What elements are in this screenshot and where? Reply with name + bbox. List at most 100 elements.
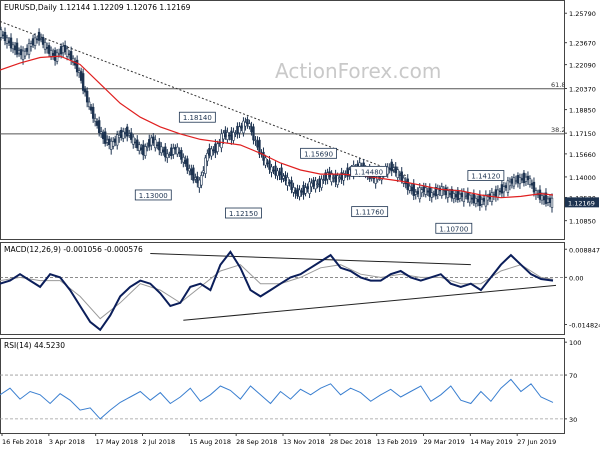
price-tick-label: 1.10850	[569, 218, 596, 226]
candle-body	[522, 172, 526, 184]
candle-body	[292, 187, 295, 193]
candle-body	[39, 38, 43, 40]
candle-body	[388, 167, 391, 170]
candle-body	[550, 197, 554, 208]
candle-body	[162, 149, 165, 153]
rsi-panel-frame	[0, 338, 565, 434]
candle-body	[504, 185, 508, 189]
candle-body	[192, 167, 195, 181]
candle-body	[262, 151, 265, 161]
candle-body	[432, 193, 435, 195]
candle-body	[306, 186, 309, 190]
date-tick-label: 28 Sep 2018	[236, 438, 277, 446]
candle-body	[336, 175, 339, 185]
price-annotation-label: 1.12150	[229, 210, 258, 218]
candle-body	[1, 34, 5, 36]
candle-body	[232, 132, 235, 141]
candle-body	[312, 179, 315, 187]
candle-body	[264, 157, 267, 166]
candle-body	[176, 146, 179, 155]
candle-body	[390, 161, 393, 172]
candle-body	[120, 129, 123, 138]
candle-body	[154, 139, 157, 149]
candle-body	[548, 197, 552, 204]
candle-body	[298, 189, 301, 197]
candle-body	[222, 132, 225, 140]
rsi-tick-label: 100	[569, 339, 581, 347]
candle-body	[458, 193, 462, 199]
candle-body	[188, 168, 191, 172]
candle-body	[170, 147, 173, 156]
candle-body	[498, 190, 502, 193]
candle-body	[210, 148, 213, 157]
candle-body	[244, 122, 247, 127]
candle-body	[436, 189, 439, 195]
price-annotation-label: 1.13000	[139, 192, 168, 200]
candle-body	[116, 134, 119, 146]
candle-body	[502, 186, 506, 193]
candle-body	[466, 191, 470, 200]
candle-body	[288, 182, 291, 184]
candle-body	[286, 177, 289, 186]
candle-body	[37, 31, 41, 41]
candle-body	[492, 194, 496, 196]
candle-body	[77, 70, 81, 74]
candle-body	[23, 50, 27, 57]
candle-body	[105, 139, 109, 143]
date-tick-label: 3 Apr 2018	[49, 438, 85, 446]
macd-trendline	[150, 253, 471, 266]
candle-body	[99, 131, 103, 134]
candle-body	[81, 73, 85, 91]
candle-body	[424, 187, 427, 195]
candle-body	[180, 149, 183, 160]
candle-body	[418, 187, 421, 200]
candle-body	[246, 119, 249, 124]
candle-body	[5, 37, 9, 44]
candle-body	[266, 162, 269, 164]
candle-body	[126, 126, 129, 137]
candle-body	[190, 169, 193, 176]
candle-body	[218, 142, 221, 144]
macd-header: MACD(12,26,9) -0.001056 -0.000576	[4, 245, 143, 254]
candle-body	[520, 178, 524, 181]
candle-body	[124, 132, 127, 135]
date-tick-label: 2 Jul 2018	[143, 438, 176, 446]
candle-body	[398, 174, 401, 176]
candle-body	[394, 166, 397, 174]
price-tick-label: 1.15660	[569, 151, 596, 159]
fib-level-label: 61.8	[551, 81, 565, 89]
candle-body	[134, 141, 137, 144]
candle-body	[412, 183, 415, 196]
candle-body	[514, 180, 518, 182]
candle-body	[164, 146, 167, 158]
candle-body	[524, 176, 528, 182]
candle-body	[460, 192, 464, 198]
candle-body	[538, 189, 542, 200]
candle-body	[234, 132, 237, 135]
candle-body	[200, 175, 203, 186]
candle-body	[156, 144, 159, 146]
candle-body	[484, 194, 488, 207]
candle-body	[11, 44, 15, 50]
candle-body	[532, 181, 536, 193]
candle-body	[338, 177, 341, 179]
candle-body	[186, 158, 189, 171]
candle-body	[494, 189, 498, 197]
candle-body	[174, 147, 177, 150]
candle-body	[270, 166, 273, 173]
candle-body	[25, 47, 29, 52]
candle-body	[490, 192, 494, 202]
candle-body	[464, 194, 468, 197]
candle-body	[49, 50, 53, 57]
macd-tick-label: -0.014824	[569, 321, 600, 329]
candle-body	[254, 139, 257, 142]
candle-body	[430, 192, 433, 198]
candle-body	[322, 179, 325, 181]
candle-body	[89, 106, 93, 111]
price-annotation-label: 1.14480	[354, 168, 383, 176]
rsi-line	[0, 378, 554, 420]
candle-body	[446, 190, 450, 198]
candle-body	[172, 148, 175, 155]
candle-body	[228, 134, 231, 137]
